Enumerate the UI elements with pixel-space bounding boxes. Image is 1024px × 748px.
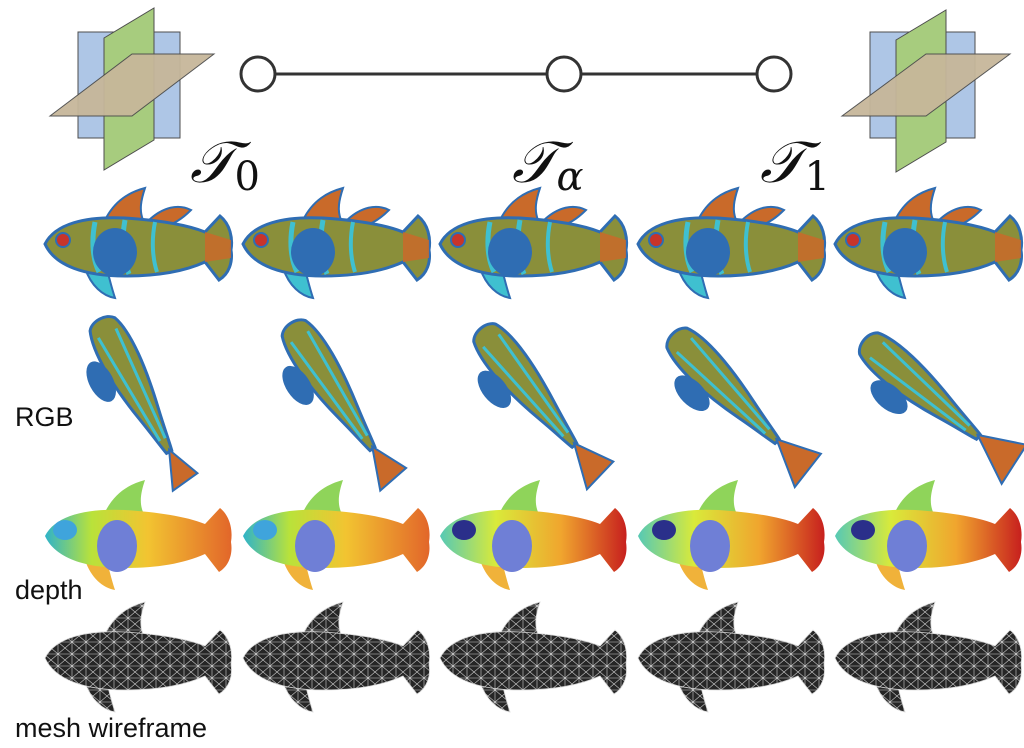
planes-icon-right bbox=[840, 9, 1012, 173]
rgb-top-row bbox=[86, 315, 1024, 493]
mesh-fish-1 bbox=[242, 601, 430, 713]
row-label-mesh: mesh wireframe bbox=[15, 713, 208, 743]
rgb-top-fish-1 bbox=[280, 318, 408, 493]
label-talpha: 𝒯α bbox=[512, 128, 583, 200]
mesh-fish-0 bbox=[44, 601, 232, 713]
row-label-rgb: RGB bbox=[15, 402, 74, 432]
row-label-depth: depth bbox=[15, 575, 83, 605]
label-t1: 𝒯1 bbox=[760, 128, 830, 200]
rgb-top-fish-2 bbox=[472, 322, 616, 492]
timeline-node-0 bbox=[239, 55, 277, 93]
mesh-fish-2 bbox=[439, 601, 627, 713]
mesh-fish-4 bbox=[834, 601, 1022, 713]
rgb-side-fish-4 bbox=[833, 186, 1024, 300]
depth-fish-4 bbox=[835, 480, 1022, 590]
plane-tan-left bbox=[48, 53, 216, 117]
depth-fish-1 bbox=[243, 480, 430, 590]
rgb-top-fish-0 bbox=[86, 315, 200, 493]
rgb-side-row bbox=[43, 186, 1024, 300]
timeline bbox=[239, 55, 793, 93]
rgb-side-fish-2 bbox=[438, 186, 629, 300]
timeline-node-alpha bbox=[545, 55, 583, 93]
mesh-row bbox=[44, 601, 1022, 713]
depth-fish-2 bbox=[440, 480, 627, 590]
rgb-side-fish-0 bbox=[43, 186, 234, 300]
label-t0: 𝒯0 bbox=[190, 128, 260, 200]
rgb-side-fish-3 bbox=[636, 186, 827, 300]
timeline-node-1 bbox=[755, 55, 793, 93]
rgb-top-fish-3 bbox=[665, 326, 823, 490]
rgb-top-fish-4 bbox=[857, 331, 1024, 486]
depth-fish-3 bbox=[638, 480, 825, 590]
depth-fish-0 bbox=[45, 480, 232, 590]
depth-row bbox=[45, 480, 1022, 590]
plane-tan-right bbox=[840, 53, 1012, 117]
planes-icon-left bbox=[48, 7, 216, 171]
rgb-side-fish-1 bbox=[241, 186, 432, 300]
mesh-fish-3 bbox=[637, 601, 825, 713]
